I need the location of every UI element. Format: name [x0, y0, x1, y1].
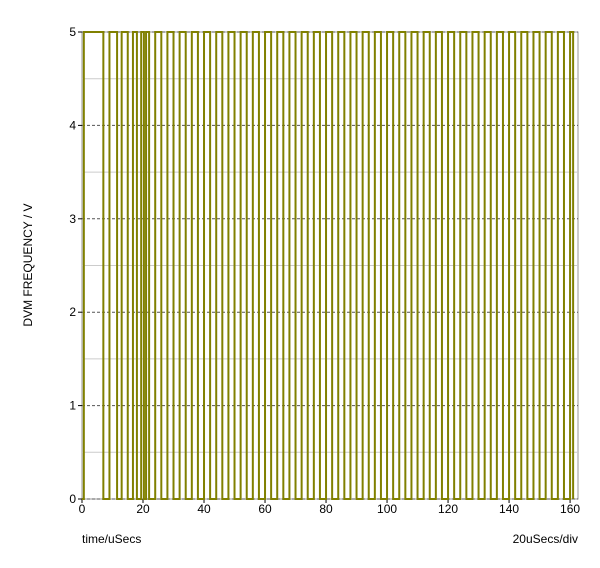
x-tick-label: 120 [438, 502, 458, 516]
y-axis-label: DVM FREQUENCY / V [21, 203, 35, 326]
scale-annotation: 20uSecs/div [513, 532, 578, 546]
y-tick-label: 2 [69, 305, 76, 319]
x-tick-label: 140 [499, 502, 519, 516]
y-tick-label: 1 [69, 399, 76, 413]
y-tick-label: 4 [69, 118, 76, 132]
y-tick-label: 5 [69, 25, 76, 39]
y-tick-label: 3 [69, 212, 76, 226]
x-tick-label: 100 [377, 502, 397, 516]
x-tick-label: 80 [319, 502, 333, 516]
x-tick-label: 40 [197, 502, 211, 516]
signal-line [82, 31, 575, 500]
x-tick-label: 0 [79, 502, 86, 516]
x-tick-label: 20 [136, 502, 150, 516]
y-tick-label: 0 [69, 492, 76, 506]
x-axis-label: time/uSecs [82, 532, 141, 546]
x-tick-label: 160 [560, 502, 580, 516]
x-tick-label: 60 [258, 502, 272, 516]
